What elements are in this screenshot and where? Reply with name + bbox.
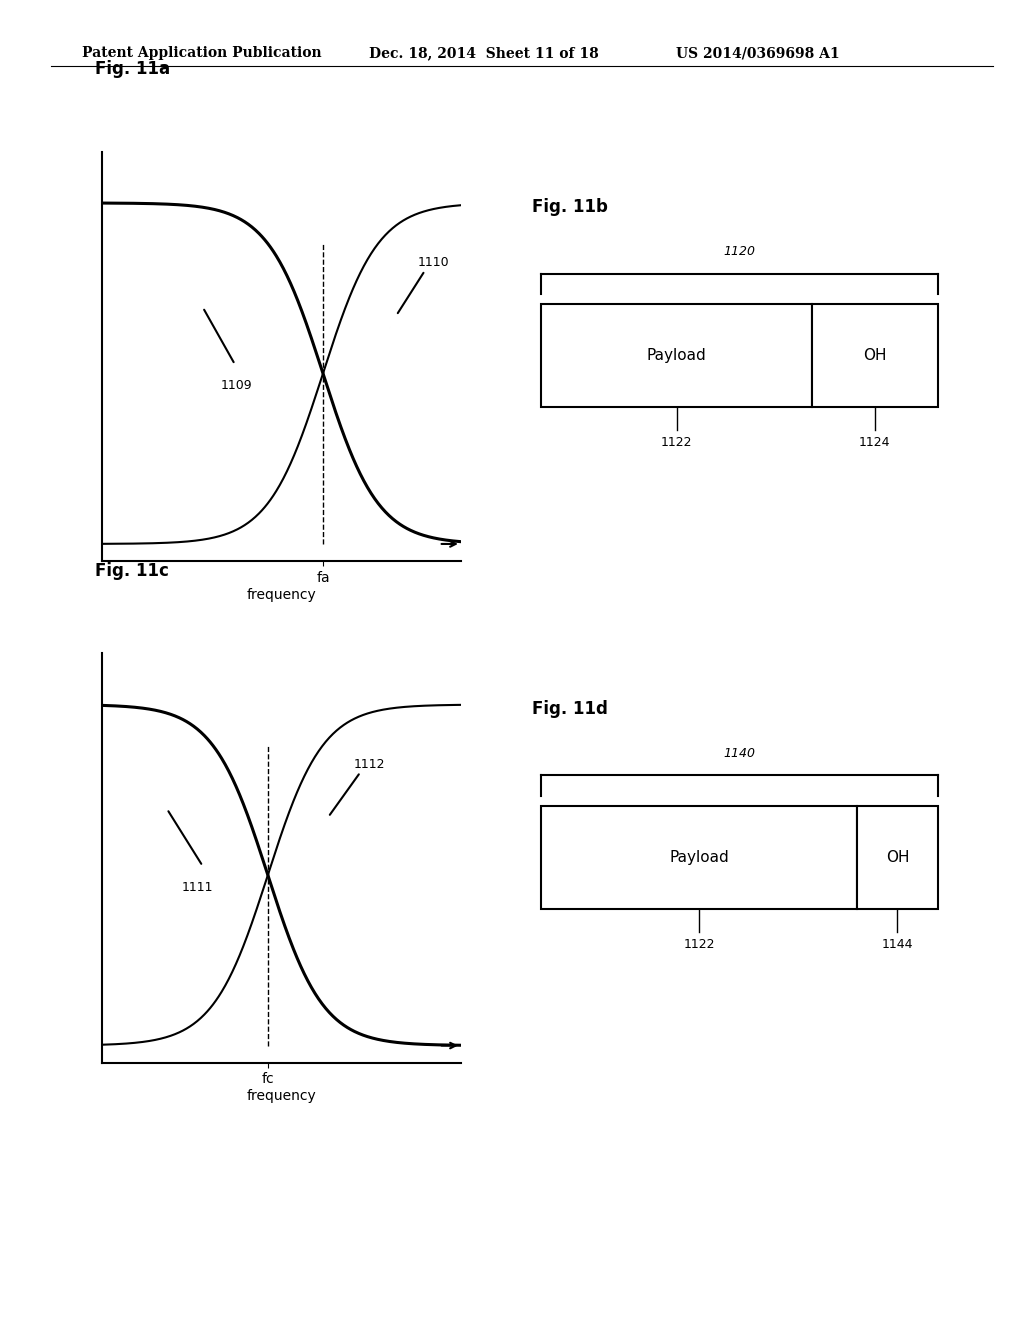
- Text: Dec. 18, 2014  Sheet 11 of 18: Dec. 18, 2014 Sheet 11 of 18: [369, 46, 598, 61]
- Text: Fig. 11b: Fig. 11b: [532, 198, 608, 216]
- Text: Fig. 11d: Fig. 11d: [532, 700, 608, 718]
- Text: Fig. 11a: Fig. 11a: [95, 61, 170, 78]
- Text: 1122: 1122: [660, 437, 692, 449]
- Text: 1112: 1112: [353, 758, 385, 771]
- FancyBboxPatch shape: [542, 305, 812, 407]
- FancyBboxPatch shape: [857, 807, 938, 908]
- X-axis label: frequency: frequency: [247, 587, 316, 602]
- Text: 1140: 1140: [724, 747, 756, 760]
- Text: 1124: 1124: [859, 437, 891, 449]
- Text: 1122: 1122: [683, 939, 715, 950]
- FancyBboxPatch shape: [812, 305, 938, 407]
- Text: Payload: Payload: [670, 850, 729, 865]
- Text: OH: OH: [886, 850, 909, 865]
- Text: US 2014/0369698 A1: US 2014/0369698 A1: [676, 46, 840, 61]
- Text: Patent Application Publication: Patent Application Publication: [82, 46, 322, 61]
- Text: Payload: Payload: [647, 348, 707, 363]
- Text: 1109: 1109: [221, 379, 252, 392]
- X-axis label: frequency: frequency: [247, 1089, 316, 1104]
- Text: 1111: 1111: [181, 880, 213, 894]
- Text: 1144: 1144: [882, 939, 913, 950]
- Text: OH: OH: [863, 348, 887, 363]
- Text: 1120: 1120: [724, 246, 756, 259]
- FancyBboxPatch shape: [542, 807, 857, 908]
- Text: Fig. 11c: Fig. 11c: [95, 562, 169, 579]
- Text: 1110: 1110: [418, 256, 450, 269]
